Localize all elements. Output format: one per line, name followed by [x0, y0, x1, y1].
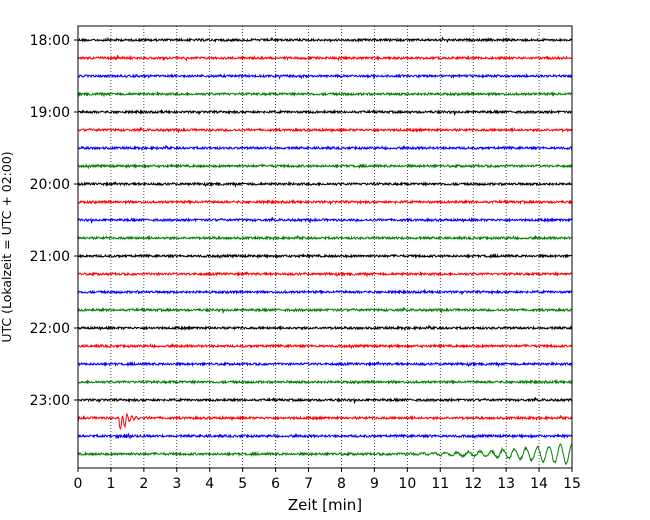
y-tick-label: 19:00	[30, 105, 70, 121]
plot-frame	[77, 25, 573, 469]
trace-2030	[77, 216, 573, 224]
x-tick-label: 11	[431, 476, 449, 492]
x-axis: 0 1 2 3 4 5 6 7 8 9 10 11 12 13 14 15	[74, 468, 581, 492]
trace-2045	[77, 234, 573, 241]
trace-2130	[77, 288, 573, 296]
trace-1945	[77, 162, 573, 170]
y-axis: 18:00 19:00 20:00 21:00 22:00 23:00	[30, 33, 78, 409]
y-tick-label: 18:00	[30, 33, 70, 49]
x-tick-label: 4	[205, 476, 214, 492]
trace-1830	[77, 73, 573, 80]
trace-1815	[77, 54, 573, 62]
trace-1930	[77, 144, 573, 151]
y-tick-label: 22:00	[30, 321, 70, 337]
trace-layer	[77, 36, 573, 466]
trace-1915	[77, 126, 573, 133]
trace-1800	[77, 36, 573, 44]
trace-2315	[77, 412, 573, 430]
trace-2330	[77, 432, 573, 440]
x-tick-label: 5	[238, 476, 247, 492]
x-tick-label: 6	[271, 476, 280, 492]
x-tick-label: 14	[530, 476, 548, 492]
x-tick-label: 12	[464, 476, 482, 492]
y-tick-label: 23:00	[30, 393, 70, 409]
x-tick-label: 0	[74, 476, 83, 492]
x-tick-label: 8	[337, 476, 346, 492]
trace-2245	[77, 378, 573, 386]
trace-2000	[77, 181, 573, 188]
x-tick-label: 9	[370, 476, 379, 492]
x-tick-label: 10	[398, 476, 416, 492]
x-tick-label: 2	[139, 476, 148, 492]
trace-1845	[77, 91, 573, 98]
trace-1900	[77, 108, 573, 116]
x-axis-label: Zeit [min]	[288, 496, 362, 514]
trace-2215	[77, 342, 573, 350]
trace-2345	[77, 443, 573, 466]
trace-2115	[77, 271, 573, 278]
y-tick-label: 20:00	[30, 177, 70, 193]
trace-2145	[77, 306, 573, 314]
x-tick-label: 1	[106, 476, 115, 492]
trace-2200	[77, 324, 573, 331]
x-tick-label: 15	[563, 476, 581, 492]
x-tick-label: 13	[497, 476, 515, 492]
trace-2100	[77, 252, 573, 260]
y-tick-label: 21:00	[30, 249, 70, 265]
y-axis-label: UTC (Lokalzeit = UTC + 02:00)	[0, 151, 14, 342]
trace-2015	[77, 198, 573, 206]
x-tick-label: 3	[172, 476, 181, 492]
x-tick-label: 7	[304, 476, 313, 492]
trace-2230	[77, 360, 573, 368]
trace-2300	[77, 396, 573, 404]
